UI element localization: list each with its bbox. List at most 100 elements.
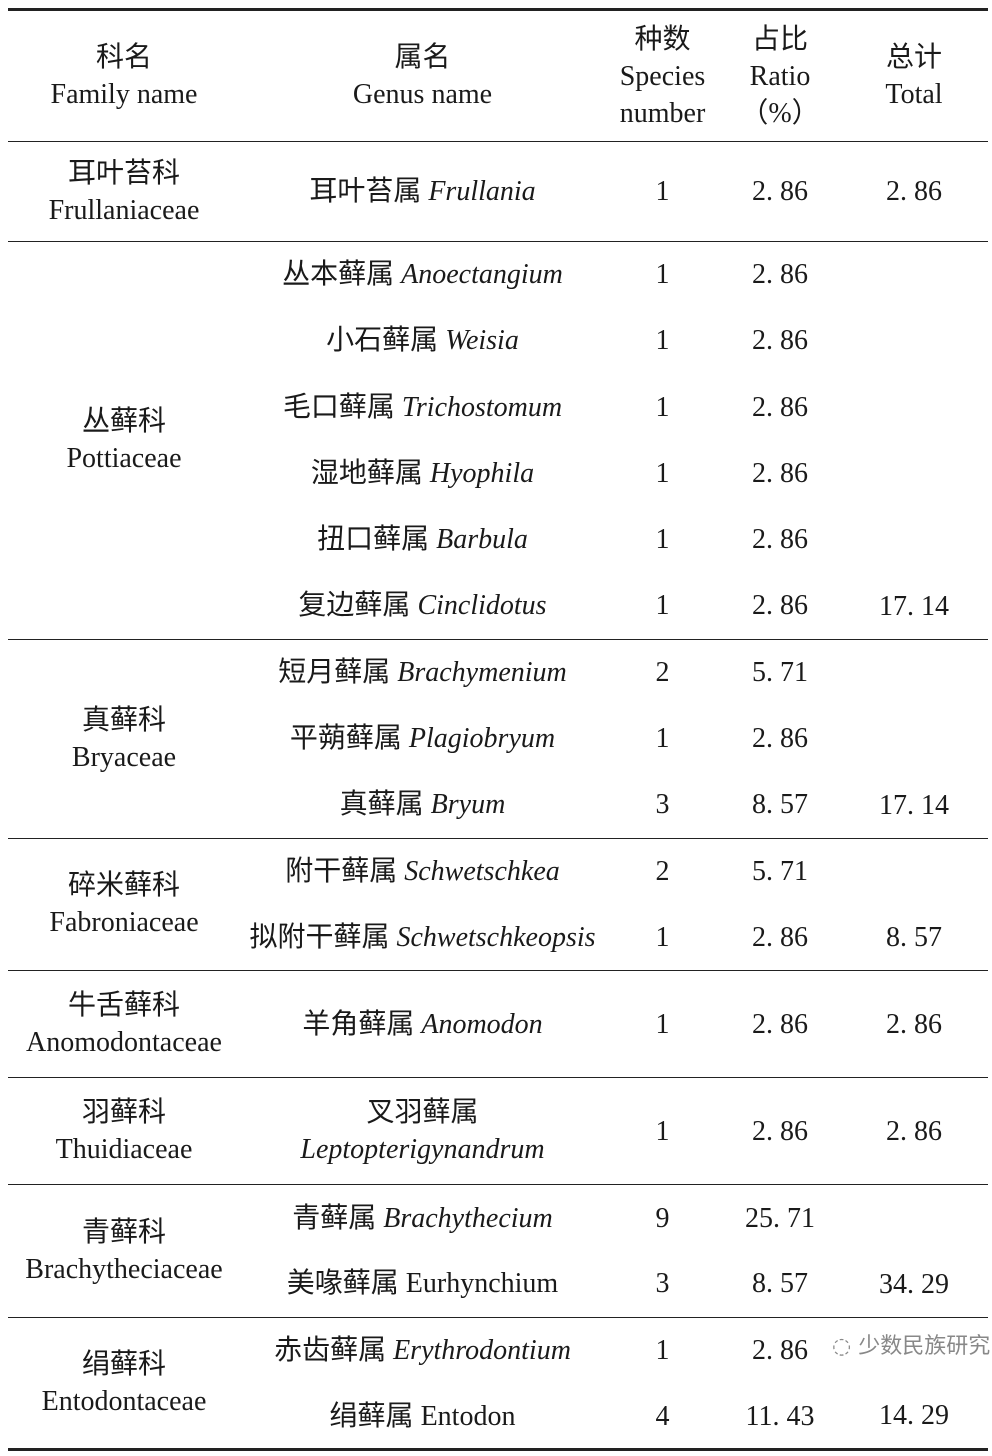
watermark-text: 少数民族研究 xyxy=(858,1334,991,1359)
ratio-value: 2. 86 xyxy=(752,391,808,423)
genus-cell: 湿地藓属 Hyophila xyxy=(240,440,605,506)
genus-name-latin: Eurhynchium xyxy=(405,1268,559,1300)
moss-genus-table: 科名 Family name 属名 Genus name 种数 Species numb… xyxy=(8,8,988,1452)
ratio-value: 2. 86 xyxy=(720,572,840,640)
table-row: 牛舌藓科 Anomodontaceae 羊角藓属 Anomodon 1 2. 86 2. … xyxy=(8,970,988,1079)
genus-name-cn: 丛本藓属 xyxy=(282,259,395,291)
genus-name-cn: 赤齿藓属 xyxy=(274,1335,387,1367)
species-number: 1 xyxy=(655,723,670,755)
table-body: 耳叶苔科 Frullaniaceae 耳叶苔属 Frullania 1 2. 86 2. … xyxy=(8,141,988,1450)
genus-name-cn: 平蒴藓属 xyxy=(289,723,402,755)
family-cell: 碎米藓科 Fabroniaceae xyxy=(8,838,240,972)
genus-name-latin: Frullania xyxy=(428,176,536,207)
species-number: 1 xyxy=(605,572,720,640)
species-number: 2 xyxy=(655,657,670,689)
ratio-value: 2. 86 xyxy=(752,1335,808,1367)
genus-name-latin: Leptopterigynandrum xyxy=(300,1134,545,1166)
genus-name-cn: 附干藓属 xyxy=(285,856,398,888)
genus-cell: 拟附干藓属 Schwetschkeopsis xyxy=(240,904,605,972)
genus-cell: 复边藓属 Cinclidotus xyxy=(240,572,605,640)
header-genus-cn: 属名 xyxy=(394,42,451,73)
family-name-en: Anomodontaceae xyxy=(26,1027,222,1059)
family-name-cn: 牛舌藓科 xyxy=(67,990,180,1022)
header-family-en: Family name xyxy=(50,79,198,110)
family-cell: 牛舌藓科 Anomodontaceae xyxy=(8,970,240,1079)
genus-name-latin: Barbula xyxy=(436,524,528,556)
genus-name-cn: 复边藓属 xyxy=(298,590,411,622)
ratio-value: 2. 86 xyxy=(720,1077,840,1186)
genus-name-latin: Brachymenium xyxy=(397,657,567,689)
family-name-cn: 青藓科 xyxy=(81,1217,166,1249)
family-cell: 青藓科 Brachytheciaceae xyxy=(8,1184,240,1318)
family-name-en: Entodontaceae xyxy=(41,1386,207,1418)
header-species-en2: number xyxy=(619,97,706,129)
genus-name-latin: Erythrodontium xyxy=(393,1335,571,1367)
header-genus-en: Genus name xyxy=(352,79,493,110)
family-name-en: Pottiaceae xyxy=(66,443,182,475)
table-row: 绢藓科 Entodontaceae 赤齿藓属 Erythrodontium 1 2. 8… xyxy=(8,1317,988,1431)
header-species: 种数 Species number xyxy=(605,9,720,142)
family-name-en: Thuidiaceae xyxy=(55,1134,193,1166)
genus-cell: 短月藓属 Brachymenium xyxy=(240,639,605,705)
species-number: 1 xyxy=(655,391,670,423)
family-total: 14. 29 xyxy=(879,1400,949,1432)
genus-name-cn: 拟附干藓属 xyxy=(249,921,390,953)
genus-name-latin: Plagiobryum xyxy=(408,723,556,755)
ratio-value: 2. 86 xyxy=(752,259,808,291)
ratio-value: 2. 86 xyxy=(752,723,808,755)
table-row: 拟附干藓属 Schwetschkeopsis 1 2. 86 xyxy=(8,904,988,972)
watermark: ◌ 少数民族研究 xyxy=(832,1334,990,1360)
header-ratio: 占比 Ratio （%） xyxy=(720,9,840,142)
ratio-value: 25. 71 xyxy=(745,1202,815,1234)
family-name-en: Brachytheciaceae xyxy=(25,1254,223,1286)
genus-name-cn: 耳叶苔属 xyxy=(309,176,422,207)
species-number: 2 xyxy=(655,856,670,888)
table-row: 丛藓科 Pottiaceae 丛本藓属 Anoectangium 1 2. 86 17. … xyxy=(8,241,988,640)
ratio-value: 8. 57 xyxy=(720,771,840,839)
ratio-value: 5. 71 xyxy=(752,657,808,689)
header-total: 总计 Total xyxy=(840,9,988,142)
ratio-value: 8. 57 xyxy=(720,1251,840,1318)
species-number: 1 xyxy=(605,904,720,972)
family-cell: 真藓科 Bryaceae xyxy=(8,639,240,839)
family-total: 2. 86 xyxy=(840,970,988,1079)
family-name-cn: 碎米藓科 xyxy=(67,870,180,902)
genus-name-cn: 湿地藓属 xyxy=(310,458,423,490)
genus-name-latin: Hyophila xyxy=(429,458,535,490)
table-row: 美喙藓属 Eurhynchium 3 8. 57 xyxy=(8,1251,988,1318)
family-total: 34. 29 xyxy=(840,1184,988,1318)
genus-name-cn: 美喙藓属 xyxy=(286,1268,399,1300)
genus-name-latin: Anomodon xyxy=(421,1008,543,1040)
family-total: 2. 86 xyxy=(840,1077,988,1186)
genus-cell: 青藓属 Brachythecium xyxy=(240,1185,605,1251)
genus-name-cn: 羊角藓属 xyxy=(302,1008,415,1040)
genus-cell: 耳叶苔属 Frullania xyxy=(240,141,605,242)
genus-cell: 美喙藓属 Eurhynchium xyxy=(240,1251,605,1318)
genus-name-latin: Trichostomum xyxy=(401,391,563,423)
genus-name-cn: 叉羽藓属 xyxy=(366,1097,479,1129)
genus-name-cn: 绢藓属 xyxy=(329,1400,414,1432)
ratio-value: 2. 86 xyxy=(720,141,840,242)
family-cell: 绢藓科 Entodontaceae xyxy=(8,1317,240,1450)
genus-cell: 毛口藓属 Trichostomum xyxy=(240,374,605,440)
family-total: 2. 86 xyxy=(840,141,988,242)
genus-name-cn: 扭口藓属 xyxy=(317,524,430,556)
genus-name-latin: Schwetschkea xyxy=(404,856,560,888)
genus-name-latin: Brachythecium xyxy=(383,1202,553,1234)
table-row: 扭口藓属 Barbula 1 2. 86 xyxy=(8,507,988,573)
genus-cell: 扭口藓属 Barbula xyxy=(240,507,605,573)
header-row: 科名 Family name 属名 Genus name 种数 Species numb… xyxy=(8,9,988,142)
table-row: 毛口藓属 Trichostomum 1 2. 86 xyxy=(8,374,988,440)
species-number: 1 xyxy=(655,259,670,291)
table-row: 碎米藓科 Fabroniaceae 附干藓属 Schwetschkea 2 5. 71 8… xyxy=(8,838,988,972)
genus-cell: 平蒴藓属 Plagiobryum xyxy=(240,706,605,772)
table-row: 真藓属 Bryum 3 8. 57 xyxy=(8,771,988,839)
species-number: 4 xyxy=(655,1400,670,1432)
genus-name-cn: 真藓属 xyxy=(339,789,424,821)
header-total-cn: 总计 xyxy=(885,42,942,73)
genus-cell: 附干藓属 Schwetschkea xyxy=(240,838,605,904)
family-name-cn: 耳叶苔科 xyxy=(67,157,180,189)
header-total-en: Total xyxy=(885,79,943,110)
genus-cell: 丛本藓属 Anoectangium xyxy=(240,242,605,308)
table-row: 复边藓属 Cinclidotus 1 2. 86 xyxy=(8,572,988,640)
